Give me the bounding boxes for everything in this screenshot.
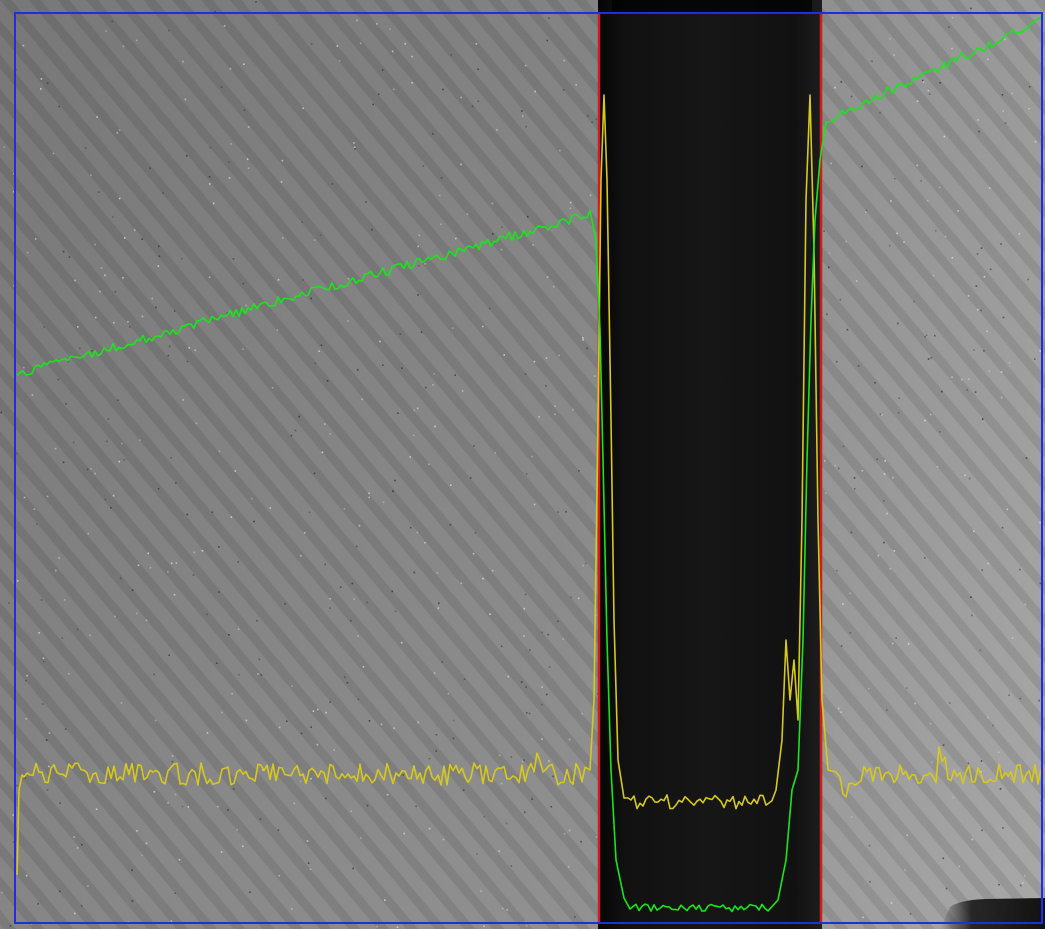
- dark-band-top-shade: [612, 0, 812, 14]
- corner-shadow: [940, 898, 1045, 929]
- dark-band: [598, 0, 822, 929]
- yellow-profile: [16, 94, 1042, 876]
- roi-rectangle: [14, 12, 1043, 924]
- green-profile: [16, 16, 1044, 913]
